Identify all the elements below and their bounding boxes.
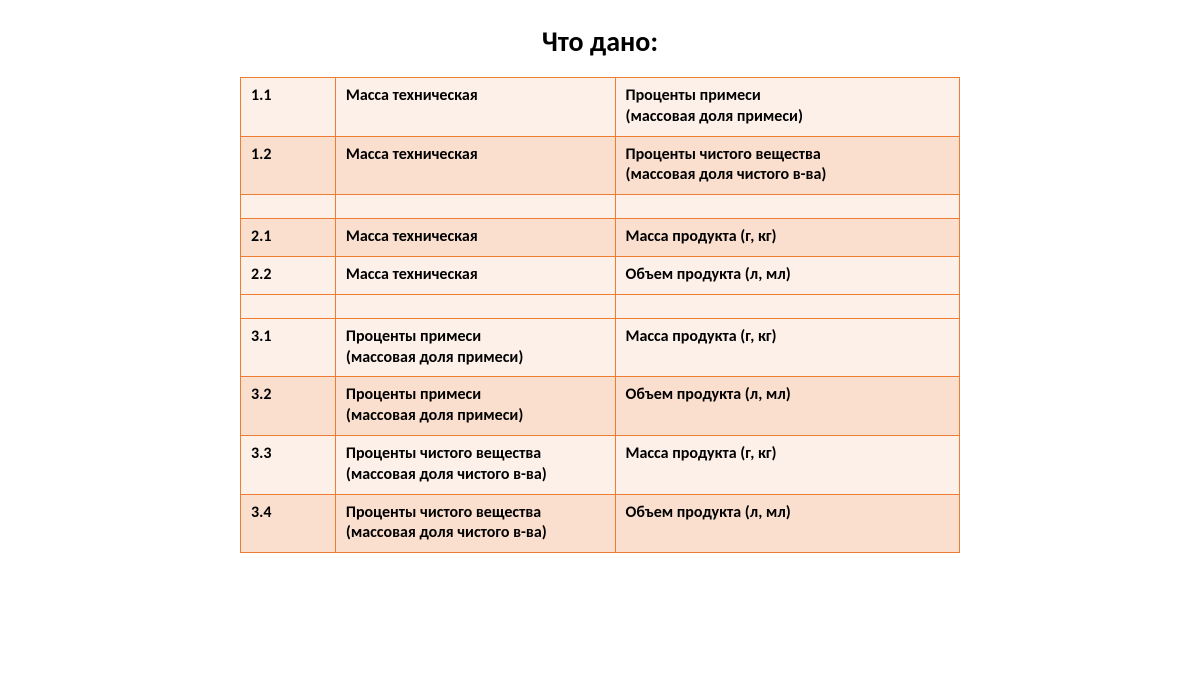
table-cell-right: Проценты чистого вещества(массовая доля …: [615, 136, 960, 195]
table-row: [241, 294, 960, 318]
table-cell-number: 3.4: [241, 494, 336, 553]
table-cell-left: Проценты чистого вещества(массовая доля …: [335, 435, 615, 494]
table-row: 2.1Масса техническаяМасса продукта (г, к…: [241, 219, 960, 257]
table-cell-empty: [241, 195, 336, 219]
table-cell-number: 2.1: [241, 219, 336, 257]
table-cell-left: Масса техническая: [335, 78, 615, 137]
table-cell-right: Объем продукта (л, мл): [615, 256, 960, 294]
table-cell-empty: [335, 195, 615, 219]
table-cell-left: Проценты чистого вещества(массовая доля …: [335, 494, 615, 553]
table-cell-empty: [615, 294, 960, 318]
table-cell-right: Объем продукта (л, мл): [615, 377, 960, 436]
table-cell-left: Масса техническая: [335, 136, 615, 195]
table-cell-empty: [335, 294, 615, 318]
table-cell-right: Объем продукта (л, мл): [615, 494, 960, 553]
table-cell-right: Масса продукта (г, кг): [615, 318, 960, 377]
table-row: 3.1Проценты примеси(массовая доля примес…: [241, 318, 960, 377]
table-cell-left: Проценты примеси(массовая доля примеси): [335, 377, 615, 436]
table-container: 1.1Масса техническаяПроценты примеси(мас…: [240, 77, 960, 553]
table-cell-empty: [615, 195, 960, 219]
table-cell-number: 1.2: [241, 136, 336, 195]
table-cell-number: 3.2: [241, 377, 336, 436]
table-row: 3.3Проценты чистого вещества(массовая до…: [241, 435, 960, 494]
table-cell-right: Масса продукта (г, кг): [615, 219, 960, 257]
table-cell-left: Масса техническая: [335, 256, 615, 294]
table-cell-left: Масса техническая: [335, 219, 615, 257]
table-row: [241, 195, 960, 219]
table-cell-number: 3.1: [241, 318, 336, 377]
table-cell-right: Проценты примеси(массовая доля примеси): [615, 78, 960, 137]
table-cell-left: Проценты примеси(массовая доля примеси): [335, 318, 615, 377]
table-cell-number: 1.1: [241, 78, 336, 137]
data-table: 1.1Масса техническаяПроценты примеси(мас…: [240, 77, 960, 553]
table-cell-number: 2.2: [241, 256, 336, 294]
page-title: Что дано:: [0, 0, 1200, 77]
table-cell-empty: [241, 294, 336, 318]
table-cell-number: 3.3: [241, 435, 336, 494]
table-row: 2.2Масса техническаяОбъем продукта (л, м…: [241, 256, 960, 294]
table-cell-right: Масса продукта (г, кг): [615, 435, 960, 494]
table-row: 1.2Масса техническаяПроценты чистого вещ…: [241, 136, 960, 195]
table-row: 3.2Проценты примеси(массовая доля примес…: [241, 377, 960, 436]
table-row: 3.4Проценты чистого вещества(массовая до…: [241, 494, 960, 553]
table-row: 1.1Масса техническаяПроценты примеси(мас…: [241, 78, 960, 137]
